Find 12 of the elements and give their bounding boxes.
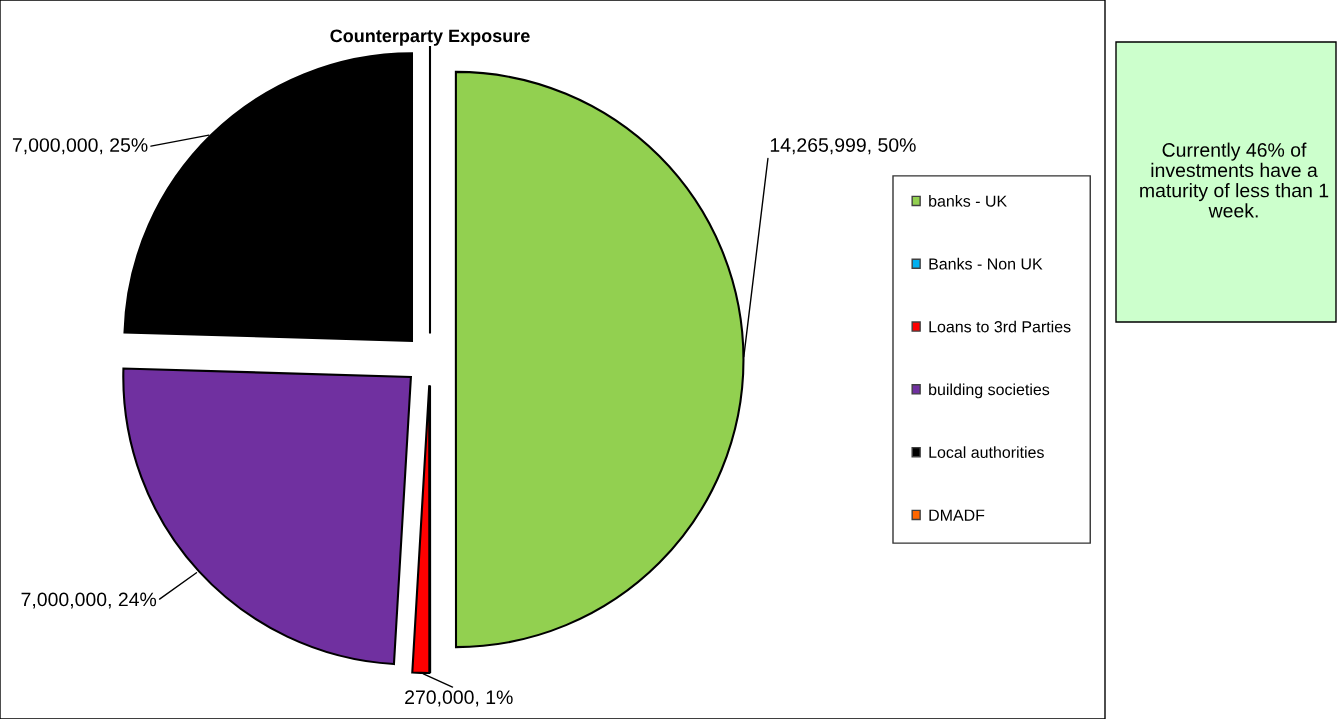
data-label: 270,000, 1% <box>405 690 513 707</box>
legend-label: Banks - Non UK <box>929 257 1043 270</box>
legend-label: DMADF <box>929 509 985 521</box>
data-label: 7,000,000, 25% <box>12 138 148 155</box>
legend-label: banks - UK <box>929 195 1007 207</box>
chart-title: Counterparty Exposure <box>330 29 530 46</box>
data-label: 14,265,999, 50% <box>770 138 916 155</box>
legend-label: Local authorities <box>929 446 1044 458</box>
legend-label: Loans to 3rd Parties <box>929 320 1071 333</box>
legend-label: building societies <box>929 383 1050 399</box>
text: Currently 46% of investments have a maturity of less than 1 week. <box>1140 142 1329 218</box>
data-label: 7,000,000, 24% <box>21 592 157 609</box>
